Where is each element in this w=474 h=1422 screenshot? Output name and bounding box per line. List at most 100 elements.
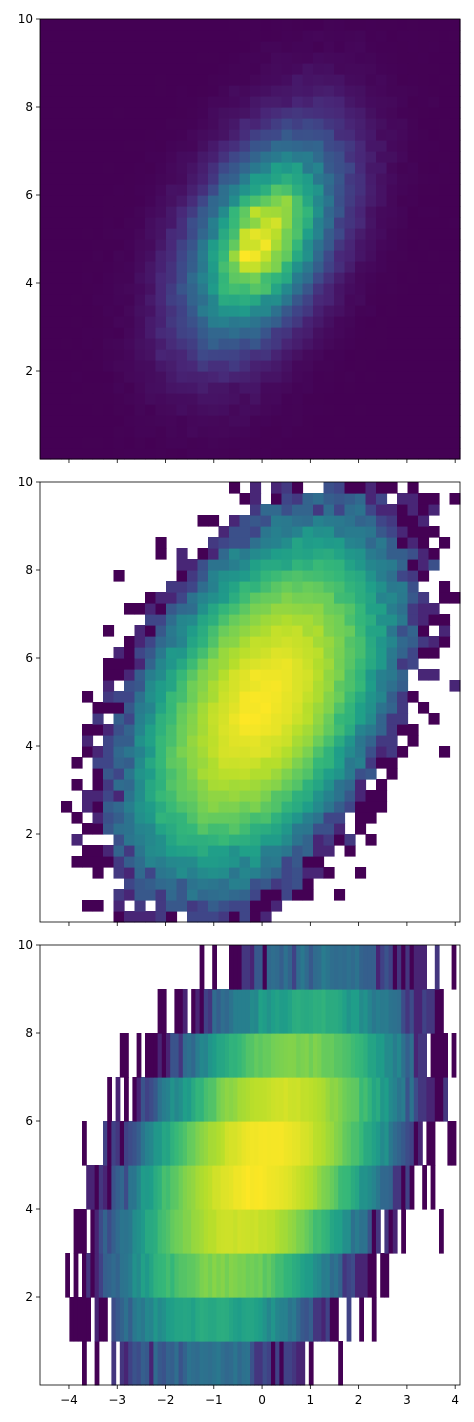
heatmap-cell	[40, 41, 52, 53]
heatmap-cell	[61, 294, 73, 306]
heatmap-cell	[182, 1121, 188, 1166]
heatmap-cell	[386, 647, 398, 659]
heatmap-cell	[134, 360, 146, 372]
heatmap-cell	[82, 239, 94, 251]
heatmap-cell	[271, 779, 283, 791]
heatmap-cell	[418, 96, 430, 108]
heatmap-cell	[145, 360, 157, 372]
heatmap-cell	[92, 140, 104, 152]
heatmap-cell	[82, 294, 94, 306]
heatmap-cell	[355, 515, 367, 527]
heatmap-cell	[250, 945, 255, 990]
heatmap-cell	[197, 415, 209, 427]
heatmap-cell	[439, 592, 451, 604]
heatmap-cell	[262, 989, 268, 1034]
heatmap-cell	[365, 206, 377, 218]
heatmap-cell	[124, 129, 136, 141]
heatmap-cell	[250, 801, 262, 813]
heatmap-cell	[451, 1121, 457, 1166]
heatmap-cell	[229, 834, 241, 846]
heatmap-cell	[334, 448, 346, 460]
heatmap-cell	[260, 85, 272, 97]
heatmap-cell	[92, 382, 104, 394]
heatmap-cell	[134, 812, 146, 824]
heatmap-cell	[260, 107, 272, 119]
heatmap-cell	[428, 96, 440, 108]
heatmap-cell	[418, 636, 430, 648]
heatmap-cell	[308, 1121, 314, 1166]
heatmap-cell	[313, 162, 325, 174]
heatmap-cell	[218, 118, 230, 130]
heatmap-cell	[376, 129, 388, 141]
heatmap-cell	[397, 559, 409, 571]
heatmap-cell	[302, 504, 314, 516]
heatmap-cell	[155, 349, 167, 361]
heatmap-cell	[323, 448, 335, 460]
heatmap-cell	[229, 261, 241, 273]
heatmap-cell	[367, 1121, 373, 1166]
heatmap-cell	[103, 823, 115, 835]
heatmap-cell	[386, 184, 398, 196]
heatmap-cell	[145, 757, 157, 769]
heatmap-cell	[124, 437, 136, 449]
heatmap-cell	[134, 239, 146, 251]
heatmap-cell	[313, 360, 325, 372]
heatmap-cell	[323, 19, 335, 31]
heatmap-cell	[325, 989, 331, 1034]
heatmap-cell	[355, 272, 367, 284]
heatmap-cell	[409, 1165, 415, 1210]
heatmap-cell	[40, 151, 52, 163]
heatmap-cell	[229, 559, 241, 571]
heatmap-cell	[292, 30, 304, 42]
heatmap-cell	[250, 989, 255, 1034]
heatmap-cell	[443, 1033, 448, 1078]
heatmap-cell	[229, 1297, 234, 1342]
heatmap-cell	[71, 228, 83, 240]
heatmap-cell	[92, 96, 104, 108]
heatmap-cell	[271, 129, 283, 141]
heatmap-cell	[134, 272, 146, 284]
heatmap-cell	[271, 548, 283, 560]
heatmap-cell	[281, 680, 293, 692]
heatmap-cell	[313, 537, 325, 549]
heatmap-cell	[422, 989, 427, 1034]
heatmap-cell	[229, 195, 241, 207]
heatmap-cell	[224, 1297, 230, 1342]
heatmap-cell	[103, 1297, 108, 1342]
heatmap-cell	[166, 96, 178, 108]
heatmap-cell	[199, 1341, 205, 1386]
heatmap-cell	[134, 250, 146, 262]
heatmap-cell	[103, 625, 115, 637]
heatmap-cell	[439, 19, 451, 31]
heatmap-cell	[334, 647, 346, 659]
heatmap-cell	[145, 437, 157, 449]
heatmap-cell	[334, 625, 346, 637]
heatmap-cell	[260, 272, 272, 284]
heatmap-cell	[82, 746, 94, 758]
heatmap-cell	[124, 1209, 129, 1254]
heatmap-cell	[229, 283, 241, 295]
heatmap-cell	[50, 382, 62, 394]
heatmap-cell	[176, 845, 188, 857]
heatmap-cell	[178, 1253, 184, 1298]
heatmap-cell	[407, 647, 419, 659]
heatmap-cell	[292, 426, 304, 438]
heatmap-cell	[365, 415, 377, 427]
heatmap-cell	[136, 1253, 142, 1298]
heatmap-cell	[92, 823, 104, 835]
heatmap-cell	[134, 669, 146, 681]
heatmap-cell	[155, 162, 167, 174]
heatmap-cell	[250, 603, 262, 615]
heatmap-cell	[428, 548, 440, 560]
heatmap-cell	[407, 570, 419, 582]
heatmap-cell	[187, 415, 199, 427]
heatmap-cell	[92, 856, 104, 868]
heatmap-cell	[271, 746, 283, 758]
heatmap-cell	[271, 900, 283, 912]
heatmap-cell	[281, 206, 293, 218]
heatmap-cell	[176, 415, 188, 427]
y-tick-label-bottom: 6	[25, 1114, 33, 1128]
heatmap-cell	[113, 206, 125, 218]
heatmap-cell	[40, 74, 52, 86]
heatmap-cell	[197, 680, 209, 692]
